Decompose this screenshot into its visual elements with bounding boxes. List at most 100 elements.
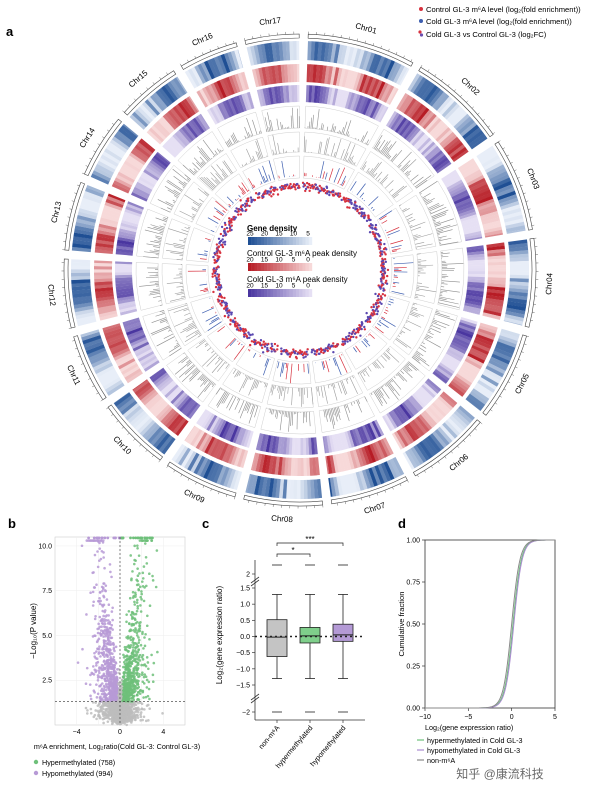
cold-density-track-cell <box>407 397 421 413</box>
log2fc-point <box>304 355 307 358</box>
gene-density-track-cell <box>506 304 526 312</box>
log2fc-point <box>276 348 279 351</box>
gene-density-track-cell <box>328 477 333 497</box>
control-density-track-cell <box>136 384 153 398</box>
log2fc-point <box>223 243 227 246</box>
panel-letter-a: a <box>6 24 14 39</box>
m6a-level-inner-track-bar <box>180 290 184 292</box>
m6a-level-track-bar <box>143 256 159 259</box>
control-density-legend-swatch <box>296 263 300 271</box>
gene-density-track-cell <box>85 187 105 198</box>
cold-density-track-cell <box>445 177 462 189</box>
gene-density-track-cell <box>161 437 176 455</box>
volcano-point <box>127 609 131 613</box>
volcano-point <box>93 651 96 655</box>
gene-density-track-cell <box>508 287 529 294</box>
gene-density-track-cell <box>426 435 442 453</box>
log2fc-point <box>229 318 232 322</box>
m6a-level-track-bar <box>149 281 159 283</box>
cold-density-track-cell <box>174 393 189 409</box>
ideogram-tick <box>463 440 466 443</box>
ideogram-tick <box>437 461 440 464</box>
gene-density-track-cell <box>413 77 427 95</box>
volcano-point <box>101 717 105 721</box>
cold-density-track-cell <box>362 98 372 116</box>
m6a-level-inner-track-bar <box>170 252 184 255</box>
cold-density-track-cell <box>216 419 227 437</box>
cold-density-track-cell <box>463 228 481 235</box>
gene-density-track-cell <box>306 479 312 499</box>
log2fc-point <box>332 342 335 345</box>
control-density-title: Control GL-3 m⁶A peak density <box>247 249 357 258</box>
ideogram-tick <box>503 388 507 391</box>
m6a-level-inner-track-bar <box>223 178 225 180</box>
m6a-level-inner-track-bar <box>184 227 190 230</box>
cold-density-track-cell <box>164 384 179 398</box>
m6a-level-track-bar <box>426 334 433 339</box>
log2fc-point <box>237 213 240 216</box>
m6a-level-inner-track-bar <box>413 235 421 238</box>
m6a-level-track-bar <box>291 411 294 426</box>
control-density-track-cell <box>330 66 337 85</box>
ideogram-Chr13 <box>64 181 85 251</box>
log2fc-point <box>269 346 272 350</box>
cold-density-track-cell <box>411 393 426 409</box>
volcano-point <box>132 681 135 684</box>
spike-bar <box>241 343 243 346</box>
gene-density-track-cell <box>203 460 215 480</box>
cold-density-track-cell <box>467 284 485 289</box>
cold-density-track-cell <box>117 298 135 305</box>
volcano-point <box>142 682 146 685</box>
gene-density-track-Chr17 <box>246 41 300 66</box>
m6a-level-inner-track-bar <box>353 162 356 166</box>
ideogram-tick <box>166 72 168 75</box>
m6a-level-track-bar <box>260 130 262 134</box>
ideogram-tick <box>209 49 212 52</box>
gene-density-track-cell <box>77 318 97 327</box>
cold-density-track-cell <box>246 430 254 448</box>
m6a-level-inner-track-bar <box>191 208 198 212</box>
cold-density-track-cell <box>229 425 239 443</box>
cold-density-track-cell <box>390 114 403 130</box>
chromosome-label-Chr12: Chr12 <box>46 284 57 307</box>
control-density-track-cell <box>487 258 506 263</box>
m6a-level-track-bar <box>355 137 357 140</box>
m6a-level-track-bar <box>181 357 189 364</box>
m6a-level-track-bar <box>412 355 420 361</box>
control-density-track-cell <box>196 90 209 108</box>
m6a-level-inner-track-bar <box>181 229 189 233</box>
m6a-level-inner-track-bar <box>238 375 248 393</box>
gene-density-track-cell <box>352 48 362 68</box>
volcano-point <box>89 591 92 595</box>
cold-density-legend-swatch <box>302 289 306 297</box>
m6a-level-track-frame <box>418 180 462 246</box>
cold-density-track-cell <box>442 172 459 184</box>
spike-bar <box>393 262 414 265</box>
ideogram-tick <box>202 485 205 488</box>
log2fc-point <box>360 214 363 218</box>
control-density-track-Chr07 <box>325 437 394 475</box>
ideogram-tick <box>102 136 105 139</box>
control-density-track-cell <box>372 79 383 98</box>
gene-density-track-cell <box>94 362 113 375</box>
control-density-track-cell <box>383 85 395 103</box>
log2fc-point <box>212 290 215 294</box>
control-density-track-cell <box>99 313 118 321</box>
control-density-track-cell <box>119 360 137 373</box>
control-density-track-cell <box>151 125 167 141</box>
cold-density-track-cell <box>130 191 148 202</box>
gene-density-legend-swatch <box>299 237 303 245</box>
cold-density-track-cell <box>463 307 481 315</box>
gene-density-track-cell <box>465 396 484 411</box>
cold-density-track-cell <box>166 139 181 154</box>
gene-density-track-cell <box>95 365 115 378</box>
gene-density-track-cell <box>80 201 100 211</box>
m6a-level-inner-track-bar <box>198 206 200 209</box>
ideogram-tick <box>380 45 382 49</box>
gene-density-track-cell <box>365 52 376 72</box>
cold-density-track-cell <box>451 189 469 200</box>
m6a-level-track-bar <box>159 320 168 324</box>
ideogram-tick <box>530 216 533 218</box>
log2fc-point <box>216 254 219 257</box>
gene-density-legend-swatch <box>267 237 271 245</box>
